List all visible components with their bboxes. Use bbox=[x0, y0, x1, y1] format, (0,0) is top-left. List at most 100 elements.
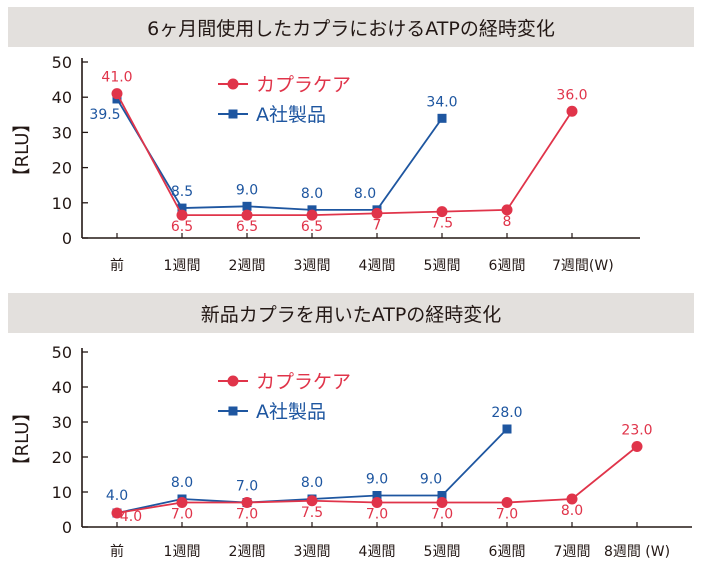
data-label-1: 9.0 bbox=[366, 472, 388, 488]
y-tick-label: 40 bbox=[52, 88, 72, 107]
data-point-0 bbox=[501, 204, 513, 216]
data-label-1: 7.0 bbox=[236, 479, 258, 495]
data-point-0 bbox=[436, 497, 448, 508]
series-line-1 bbox=[116, 98, 443, 211]
y-tick-label: 40 bbox=[52, 378, 72, 397]
data-point-0 bbox=[371, 497, 383, 508]
y-axis-label: 【RLU】 bbox=[12, 115, 33, 186]
y-tick-label: 20 bbox=[52, 448, 72, 467]
x-tick-label: 5週間 bbox=[424, 544, 461, 560]
x-tick-label: 7週間 bbox=[554, 544, 591, 560]
y-tick-label: 30 bbox=[52, 123, 72, 142]
x-tick-label: 3週間 bbox=[294, 544, 331, 560]
y-tick-label: 20 bbox=[52, 159, 72, 178]
x-tick-label: 5週間 bbox=[424, 258, 461, 274]
y-tick-label: 50 bbox=[52, 53, 72, 72]
data-label-1: 8.5 bbox=[171, 184, 193, 200]
data-label-0: 7.0 bbox=[236, 507, 258, 523]
legend-marker-1 bbox=[228, 406, 238, 416]
data-label-0: 7.5 bbox=[301, 505, 323, 521]
chart-panel-1: 6ヶ月間使用したカプラにおけるATPの経時変化 0 10 20 30 40 50 【RLU】… bbox=[0, 0, 702, 283]
data-point-0 bbox=[176, 497, 188, 508]
data-point-0 bbox=[306, 495, 318, 507]
data-point-0 bbox=[566, 105, 578, 117]
chart-1: 0 10 20 30 40 50 【RLU】前 1週間 2週間 3週間 4週間 5週間 6週間 7週間(W… bbox=[12, 53, 640, 274]
x-tick-label: 2週間 bbox=[229, 258, 266, 274]
data-label-1: 34.0 bbox=[426, 94, 457, 110]
x-tick-label: 3週間 bbox=[294, 258, 331, 274]
legend-label-0: カプラケア bbox=[256, 371, 351, 393]
legend-marker-1 bbox=[228, 109, 238, 119]
data-label-0: 41.0 bbox=[101, 70, 132, 86]
data-point-1 bbox=[177, 203, 187, 213]
data-point-0 bbox=[501, 497, 513, 508]
x-tick-label: 前 bbox=[110, 543, 124, 560]
data-label-1: 8.0 bbox=[301, 475, 323, 491]
data-label-0: 6.5 bbox=[301, 219, 323, 235]
data-label-1: 8.0 bbox=[301, 186, 323, 202]
data-label-0: 7.5 bbox=[431, 216, 453, 232]
x-tick-label: 2週間 bbox=[229, 544, 266, 560]
data-label-0: 7 bbox=[373, 217, 382, 233]
x-tick-label: 1週間 bbox=[164, 544, 201, 560]
data-label-1: 9.0 bbox=[420, 472, 442, 488]
data-label-0: 4.0 bbox=[120, 509, 142, 525]
data-label-0: 7.0 bbox=[496, 507, 518, 523]
data-point-0 bbox=[111, 88, 123, 100]
data-label-0: 6.5 bbox=[171, 219, 193, 235]
data-label-0: 7.0 bbox=[366, 507, 388, 523]
chart-title-1: 6ヶ月間使用したカプラにおけるATPの経時変化 bbox=[8, 7, 694, 47]
data-point-1 bbox=[242, 201, 252, 211]
data-point-1 bbox=[502, 424, 512, 434]
data-point-0 bbox=[436, 206, 448, 218]
y-tick-label: 0 bbox=[62, 518, 72, 537]
y-tick-label: 30 bbox=[52, 413, 72, 432]
data-point-1 bbox=[437, 491, 447, 500]
series-line-0 bbox=[116, 93, 573, 217]
data-label-0: 7.0 bbox=[431, 507, 453, 523]
data-label-1: 8.0 bbox=[171, 475, 193, 491]
legend-marker-0 bbox=[227, 78, 239, 90]
data-label-1: 4.0 bbox=[106, 488, 128, 504]
x-tick-label: 4週間 bbox=[359, 544, 396, 560]
legend-label-1: A社製品 bbox=[256, 401, 326, 423]
data-point-0 bbox=[176, 209, 188, 221]
data-label-0: 8 bbox=[503, 214, 512, 230]
chart-2: 0 10 20 30 40 50 【RLU】前 1週間 2週間 3週間 4週間 5週間 6週間 7週間 8週… bbox=[12, 343, 692, 560]
data-point-1 bbox=[437, 113, 447, 123]
data-label-1: 9.0 bbox=[236, 182, 258, 198]
data-label-1: 39.5 bbox=[89, 107, 120, 123]
data-point-0 bbox=[241, 497, 253, 508]
data-label-0: 23.0 bbox=[621, 423, 652, 439]
x-tick-label: 1週間 bbox=[164, 258, 201, 274]
data-label-0: 7.0 bbox=[171, 507, 193, 523]
data-point-0 bbox=[306, 209, 318, 221]
data-point-0 bbox=[111, 507, 123, 519]
data-point-1 bbox=[372, 491, 382, 500]
data-label-0: 8.0 bbox=[561, 503, 583, 519]
data-point-0 bbox=[566, 493, 578, 505]
chart-panel-2: 新品カプラを用いたATPの経時変化 0 10 20 30 40 50 【RLU】前 1週間 2週… bbox=[0, 283, 702, 567]
data-label-1: 28.0 bbox=[491, 405, 522, 421]
x-tick-label: 8週間 (W) bbox=[604, 544, 670, 560]
data-label-0: 6.5 bbox=[236, 219, 258, 235]
legend-label-0: カプラケア bbox=[256, 74, 351, 96]
x-tick-label: 6週間 bbox=[489, 544, 526, 560]
y-tick-label: 50 bbox=[52, 343, 72, 362]
y-axis-label: 【RLU】 bbox=[12, 404, 33, 475]
x-tick-label: 6週間 bbox=[489, 258, 526, 274]
y-tick-label: 0 bbox=[62, 229, 72, 248]
y-tick-label: 10 bbox=[52, 194, 72, 213]
x-tick-label: 7週間(W) bbox=[552, 258, 614, 274]
x-tick-label: 4週間 bbox=[359, 258, 396, 274]
data-point-0 bbox=[241, 209, 253, 221]
data-label-1: 8.0 bbox=[354, 186, 376, 202]
data-label-0: 36.0 bbox=[556, 87, 587, 103]
legend-label-1: A社製品 bbox=[256, 104, 326, 126]
data-point-0 bbox=[371, 207, 383, 219]
chart-title-2: 新品カプラを用いたATPの経時変化 bbox=[8, 293, 694, 333]
legend-marker-0 bbox=[227, 375, 239, 387]
y-tick-label: 10 bbox=[52, 483, 72, 502]
data-point-0 bbox=[631, 441, 643, 452]
x-tick-label: 前 bbox=[110, 257, 124, 274]
